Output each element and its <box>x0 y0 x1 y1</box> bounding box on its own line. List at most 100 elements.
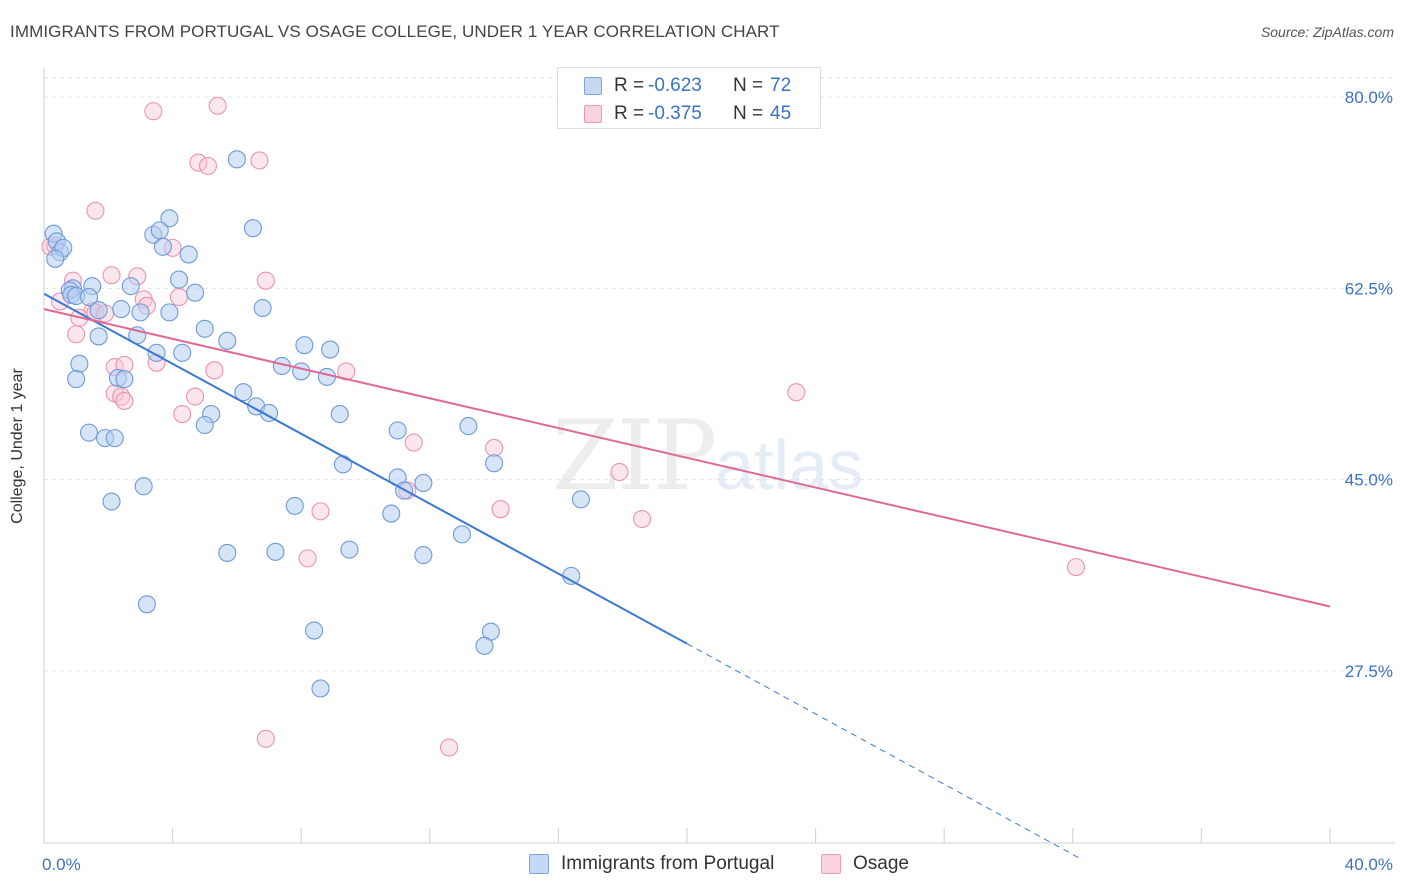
point-portugal <box>173 343 192 362</box>
point-portugal <box>234 383 253 402</box>
point-portugal <box>452 525 472 544</box>
point-portugal <box>186 283 205 302</box>
y-tick-label: 27.5% <box>1345 662 1393 681</box>
point-osage <box>67 325 86 344</box>
point-portugal <box>112 300 131 319</box>
x-tick-label: 40.0% <box>1345 855 1393 874</box>
point-osage <box>485 438 504 458</box>
point-portugal <box>295 336 314 355</box>
point-osage <box>198 156 218 175</box>
point-osage <box>632 509 652 529</box>
point-portugal <box>115 370 134 389</box>
point-portugal <box>388 421 407 440</box>
point-osage <box>311 502 330 521</box>
point-osage <box>404 433 423 452</box>
y-axis-label-wrap: College, Under 1 year <box>9 368 27 542</box>
point-portugal <box>89 301 108 320</box>
legend-swatch-osage <box>584 105 602 123</box>
point-portugal <box>243 219 263 238</box>
y-tick-label: 80.0% <box>1345 88 1393 107</box>
point-portugal <box>259 403 279 423</box>
point-portugal <box>195 319 214 338</box>
point-osage <box>205 361 224 380</box>
point-osage <box>256 729 275 748</box>
point-portugal <box>150 221 169 240</box>
legend-label-portugal: Immigrants from Portugal <box>561 853 775 874</box>
point-osage <box>250 151 269 170</box>
point-portugal <box>571 490 590 509</box>
point-portugal <box>227 150 246 169</box>
point-portugal <box>311 679 330 698</box>
point-portugal <box>305 621 324 640</box>
point-osage <box>189 153 208 172</box>
correlation-legend: R = -0.623 N = 72 R = -0.375 N = 45 <box>557 67 821 129</box>
point-portugal <box>195 415 214 435</box>
point-osage <box>610 462 629 482</box>
point-osage <box>208 96 227 115</box>
source-label: Source: ZipAtlas.com <box>1260 24 1394 40</box>
r-label: R = <box>614 103 645 124</box>
trendline-osage <box>43 308 1331 608</box>
r-value: -0.375 <box>648 103 702 124</box>
point-portugal <box>134 477 153 496</box>
point-portugal <box>137 595 156 614</box>
point-osage <box>86 201 105 220</box>
point-portugal <box>253 298 272 318</box>
x-tick-label: 0.0% <box>42 855 81 874</box>
point-osage <box>173 405 192 424</box>
point-portugal <box>153 237 173 256</box>
point-osage <box>256 271 275 290</box>
point-osage <box>1066 558 1086 577</box>
point-portugal <box>160 209 179 228</box>
point-portugal <box>46 249 65 268</box>
point-osage <box>440 738 459 757</box>
point-osage <box>115 391 134 410</box>
chart-title: IMMIGRANTS FROM PORTUGAL VS OSAGE COLLEG… <box>10 22 780 41</box>
point-portugal <box>285 496 304 515</box>
point-portugal <box>160 303 179 322</box>
point-portugal <box>333 455 353 474</box>
point-portugal <box>70 354 89 373</box>
point-portugal <box>218 543 237 562</box>
legend-row-osage: R = -0.375 N = 45 <box>558 101 820 129</box>
point-osage <box>491 500 510 519</box>
legend-swatch-portugal <box>584 77 602 95</box>
trendline-portugal-extension <box>686 643 1080 859</box>
legend-swatch-portugal <box>529 854 549 874</box>
point-portugal <box>89 327 108 346</box>
point-portugal <box>121 277 140 296</box>
point-portugal <box>414 546 433 565</box>
point-portugal <box>414 473 433 492</box>
y-tick-label: 45.0% <box>1345 471 1393 490</box>
point-portugal <box>485 454 504 473</box>
point-portugal <box>79 288 99 307</box>
watermark-atlas: atlas <box>715 426 864 504</box>
point-portugal <box>169 270 189 289</box>
legend-swatch-osage <box>821 854 841 874</box>
point-osage <box>169 288 189 307</box>
point-portugal <box>475 636 494 655</box>
legend-row-portugal: R = -0.623 N = 72 <box>558 73 820 101</box>
point-portugal <box>179 245 198 264</box>
point-portugal <box>330 405 349 424</box>
legend-label-osage: Osage <box>853 853 909 874</box>
point-osage <box>298 549 317 568</box>
point-portugal <box>340 540 359 559</box>
point-portugal <box>67 370 86 389</box>
n-value: 45 <box>770 103 792 124</box>
r-label: R = <box>614 75 645 96</box>
point-portugal <box>218 331 237 350</box>
point-portugal <box>131 303 150 322</box>
point-osage <box>102 266 121 285</box>
point-portugal <box>382 504 401 523</box>
n-label: N = <box>733 75 764 96</box>
y-tick-label: 62.5% <box>1345 279 1393 298</box>
point-portugal <box>105 429 124 448</box>
point-osage <box>186 387 205 406</box>
n-value: 72 <box>770 75 792 96</box>
point-portugal <box>459 417 478 436</box>
y-axis-label: College, Under 1 year <box>9 368 26 524</box>
point-portugal <box>562 566 581 585</box>
n-label: N = <box>733 103 764 124</box>
